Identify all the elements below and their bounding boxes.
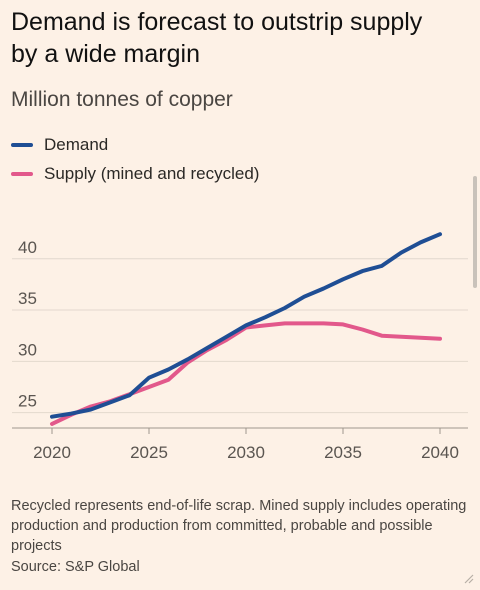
x-tick-label-2030: 2030 xyxy=(227,443,265,462)
legend: Demand Supply (mined and recycled) xyxy=(11,130,259,188)
series-line-demand xyxy=(50,232,442,419)
legend-item-supply: Supply (mined and recycled) xyxy=(11,159,259,188)
legend-item-demand: Demand xyxy=(11,130,259,159)
x-tick-label-2020: 2020 xyxy=(33,443,71,462)
line-chart: 25 30 35 40 2020 2025 2030 2035 2040 xyxy=(12,232,468,462)
source-note: Source: S&P Global xyxy=(11,559,140,575)
footnote: Recycled represents end-of-life scrap. M… xyxy=(11,498,467,554)
legend-label-demand: Demand xyxy=(44,134,109,154)
chart-title: Demand is forecast to outstrip supply by… xyxy=(11,8,423,68)
y-tick-label-30: 30 xyxy=(18,340,37,359)
y-tick-label-25: 25 xyxy=(18,392,37,411)
x-tick-label-2025: 2025 xyxy=(130,443,168,462)
chart-subtitle: Million tonnes of copper xyxy=(11,88,233,111)
y-tick-label-35: 35 xyxy=(18,289,37,308)
legend-swatch-supply xyxy=(11,171,33,176)
x-tick-label-2035: 2035 xyxy=(324,443,362,462)
legend-swatch-demand xyxy=(11,142,33,147)
legend-label-supply: Supply (mined and recycled) xyxy=(44,163,260,183)
scrollbar-thumb[interactable] xyxy=(473,176,477,288)
resize-grip-icon[interactable] xyxy=(462,572,474,584)
y-tick-label-40: 40 xyxy=(18,238,37,257)
series-line-supply xyxy=(50,321,442,426)
x-tick-label-2040: 2040 xyxy=(421,443,459,462)
